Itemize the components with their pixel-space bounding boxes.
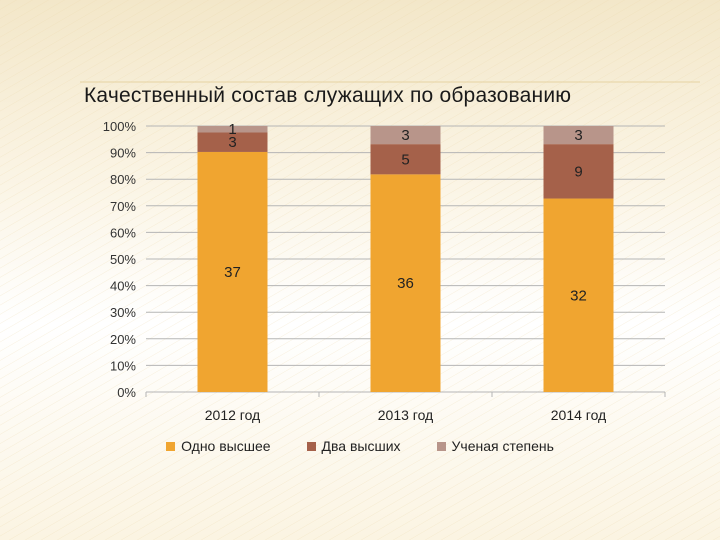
legend-label: Два высших xyxy=(321,438,401,454)
bar-segment xyxy=(543,126,614,145)
y-tick-label: 80% xyxy=(110,172,136,187)
bar-segment xyxy=(370,126,441,145)
bar-segment xyxy=(197,151,268,392)
legend-item: Два высших xyxy=(306,438,401,454)
data-label: 3 xyxy=(574,127,582,144)
legend-label: Одно высшее xyxy=(181,438,271,454)
data-label: 36 xyxy=(397,275,414,292)
data-label: 1 xyxy=(228,121,236,138)
data-label: 5 xyxy=(401,151,409,168)
bar-segment xyxy=(370,144,441,175)
x-category-label: 2014 год xyxy=(551,407,606,423)
legend-swatch xyxy=(436,441,446,451)
y-tick-label: 100% xyxy=(103,119,137,134)
y-tick-label: 40% xyxy=(110,279,136,294)
y-tick-label: 90% xyxy=(110,146,136,161)
y-tick-label: 30% xyxy=(110,305,136,320)
x-category-label: 2012 год xyxy=(205,407,260,423)
y-tick-label: 70% xyxy=(110,199,136,214)
legend-swatch xyxy=(166,441,176,451)
y-tick-label: 50% xyxy=(110,252,136,267)
legend-label: Ученая степень xyxy=(451,438,554,454)
legend-item: Одно высшее xyxy=(166,438,271,454)
y-tick-label: 0% xyxy=(117,385,136,400)
legend-item: Ученая степень xyxy=(436,438,554,454)
bar-segment xyxy=(370,174,441,392)
bar-segment xyxy=(197,126,268,133)
data-label: 9 xyxy=(574,163,582,180)
bar-segment xyxy=(543,144,614,199)
chart-title: Качественный состав служащих по образова… xyxy=(84,84,572,107)
bar-segment xyxy=(197,132,268,152)
data-label: 3 xyxy=(401,127,409,144)
y-tick-label: 60% xyxy=(110,225,136,240)
chart-legend: Одно высшее Два высших Ученая степень xyxy=(0,438,720,454)
y-tick-label: 20% xyxy=(110,332,136,347)
bar-segment xyxy=(543,198,614,392)
legend-swatch xyxy=(306,441,316,451)
data-label: 3 xyxy=(228,134,236,151)
x-category-label: 2013 год xyxy=(378,407,433,423)
data-label: 37 xyxy=(224,264,241,281)
y-tick-label: 10% xyxy=(110,358,136,373)
data-label: 32 xyxy=(570,287,587,304)
